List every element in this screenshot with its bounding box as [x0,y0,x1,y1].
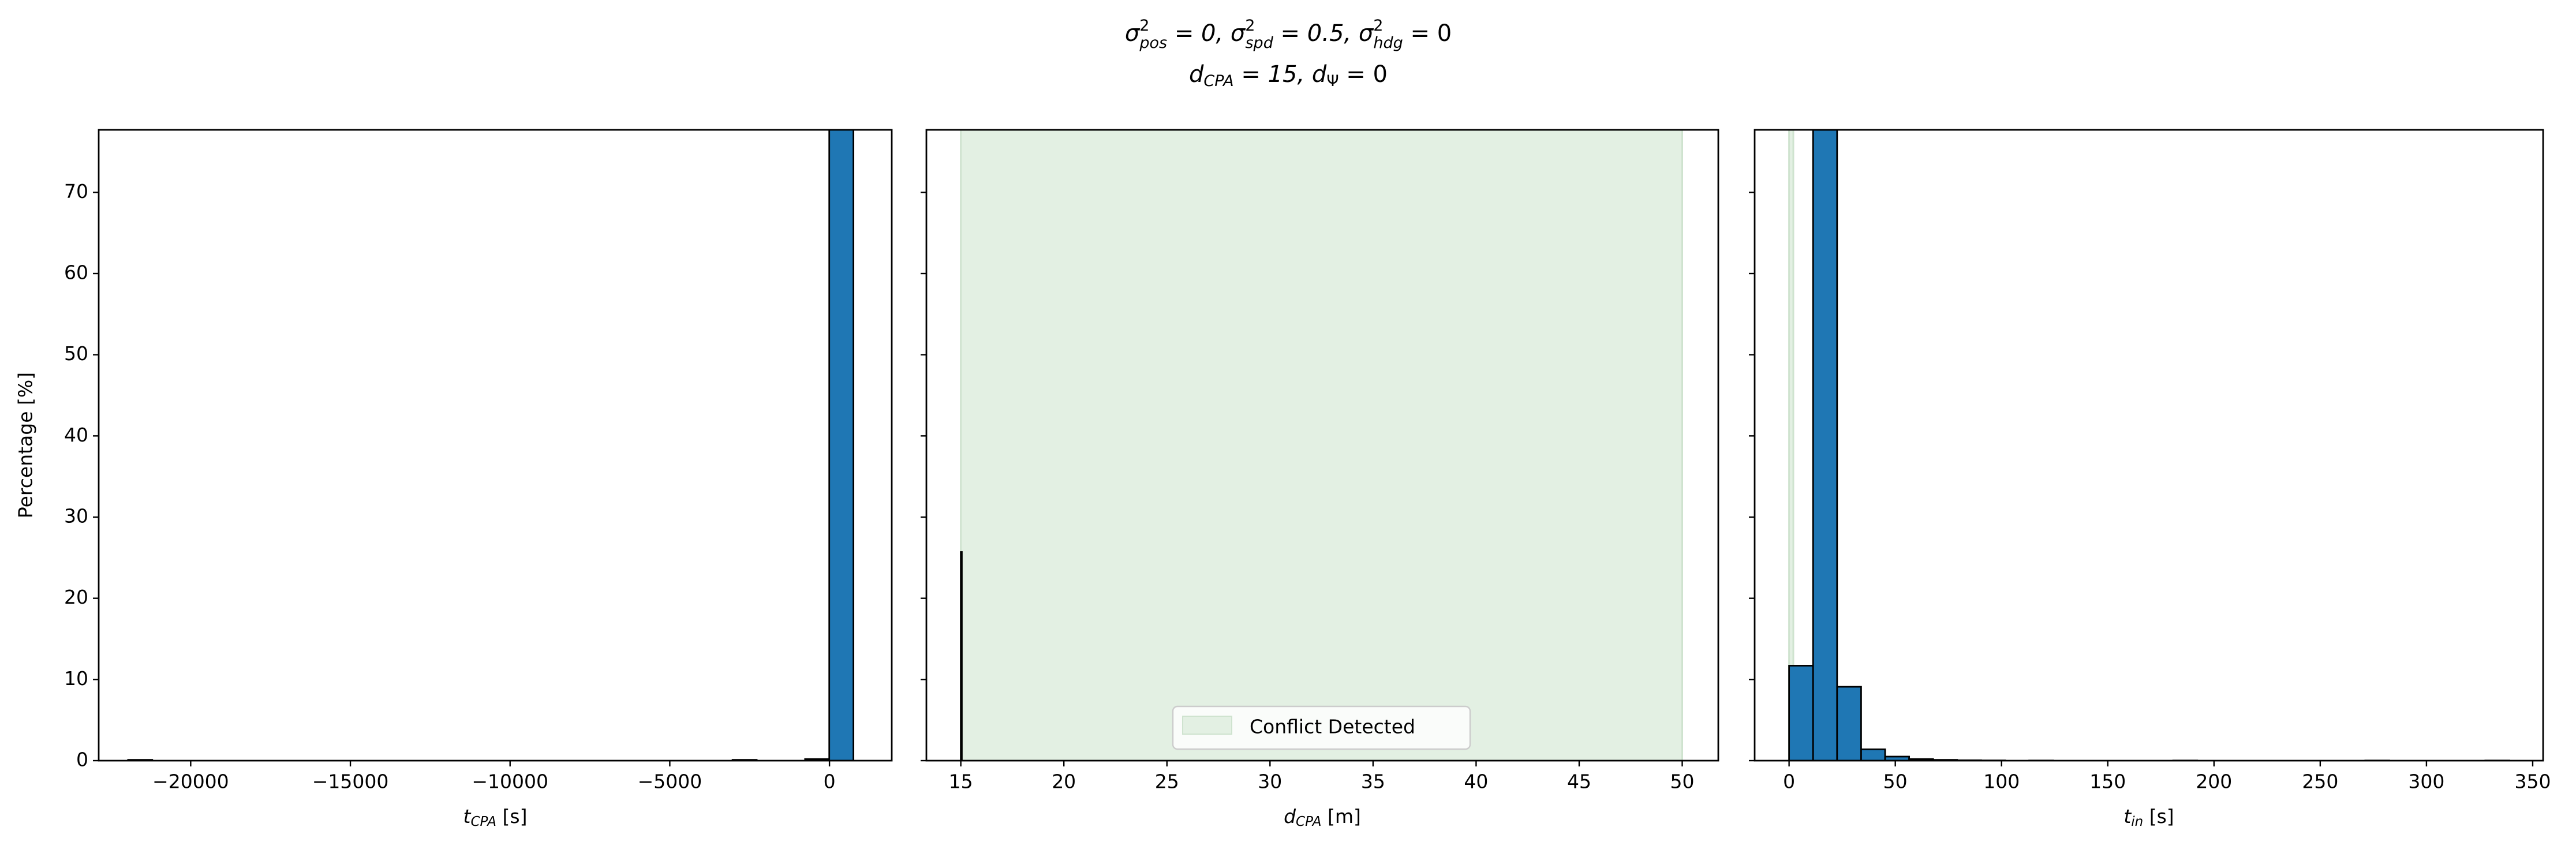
title-part: d [1189,61,1204,88]
title-part: CPA [1203,72,1233,90]
x-tick-label: 20 [1052,770,1076,793]
title-part: 2 [1373,17,1383,35]
title-part: = 0.5, σ [1273,20,1374,47]
y-tick-label: 0 [76,749,88,771]
title-part: = 0, σ [1167,20,1246,47]
y-tick-label: 10 [64,667,88,690]
title-part: = 0 [1339,61,1388,88]
x-axis-label-part: t [2123,805,2132,828]
axes-frame [925,129,1719,762]
title-part: Ψ [1326,72,1339,90]
x-tick-label: 350 [2514,770,2551,793]
x-tick-label: 15 [949,770,973,793]
title-part: σ [1125,20,1141,47]
title-part: 2 [1139,17,1149,35]
legend-box [1172,705,1471,750]
title-part: = 0 [1403,20,1452,47]
y-tick-label: 50 [64,342,88,365]
bar [1812,130,1838,761]
x-tick-label: −10000 [472,770,548,793]
x-axis-label-part: [m] [1322,805,1361,828]
x-tick-label: 250 [2302,770,2338,793]
title-part: spd [1245,34,1273,52]
x-tick-label: 50 [1670,770,1695,793]
bar [1860,748,1886,761]
bar [960,551,963,761]
x-axis-label: dCPA [m] [1284,805,1361,829]
x-tick-label: 200 [2196,770,2232,793]
x-tick-label: 40 [1464,770,1488,793]
plot-area [127,130,854,761]
x-tick-label: 45 [1567,770,1591,793]
x-axis-label-part: CPA [470,814,496,829]
x-tick-label: 30 [1258,770,1282,793]
legend-swatch [1182,716,1232,735]
title-part: 2 [1245,17,1255,35]
y-tick-label: 40 [64,424,88,446]
x-tick-label: 50 [1883,770,1908,793]
x-axis-label: tCPA [s] [463,805,528,829]
legend-label: Conflict Detected [1250,716,1415,738]
conflict-span [960,130,1684,761]
y-axis-label: Percentage [%] [14,372,37,518]
suptitle-line: σ2 pos = 0, σ2 spd = 0.5, σ2 hdg = 0 [1125,17,1452,52]
x-tick-label: 150 [2089,770,2126,793]
x-axis-label: tin [s] [2123,805,2174,829]
title-part: hdg [1373,34,1403,52]
x-tick-label: 100 [1983,770,2020,793]
bar [828,130,854,761]
x-tick-label: 0 [824,770,836,793]
title-part: = 15, d [1234,61,1327,88]
axes-frame [1754,129,2544,762]
x-axis-label-part: in [2131,814,2143,829]
y-tick-label: 20 [64,586,88,608]
x-axis-label-part: t [463,805,472,828]
axes-frame [98,129,893,762]
title-part: pos [1139,34,1167,52]
x-tick-label: −5000 [638,770,702,793]
x-tick-label: 300 [2408,770,2444,793]
y-tick-label: 30 [64,504,88,527]
x-tick-label: −15000 [312,770,389,793]
conflict-span [1788,130,1794,761]
suptitle-line: dCPA = 15, dΨ = 0 [1189,61,1388,90]
x-axis-label-part: d [1284,805,1296,828]
y-tick-label: 70 [64,180,88,203]
x-tick-label: −20000 [152,770,229,793]
x-tick-label: 25 [1155,770,1179,793]
x-axis-label-part: [s] [496,805,527,828]
bar [1836,686,1862,761]
x-axis-label-part: CPA [1296,814,1322,829]
x-tick-label: 35 [1361,770,1385,793]
y-tick-label: 60 [64,261,88,283]
x-axis-label-part: [s] [2143,805,2174,828]
x-tick-label: 0 [1783,770,1795,793]
plot-area [960,130,1684,761]
bar [1788,665,1814,761]
plot-area [1788,130,2510,761]
